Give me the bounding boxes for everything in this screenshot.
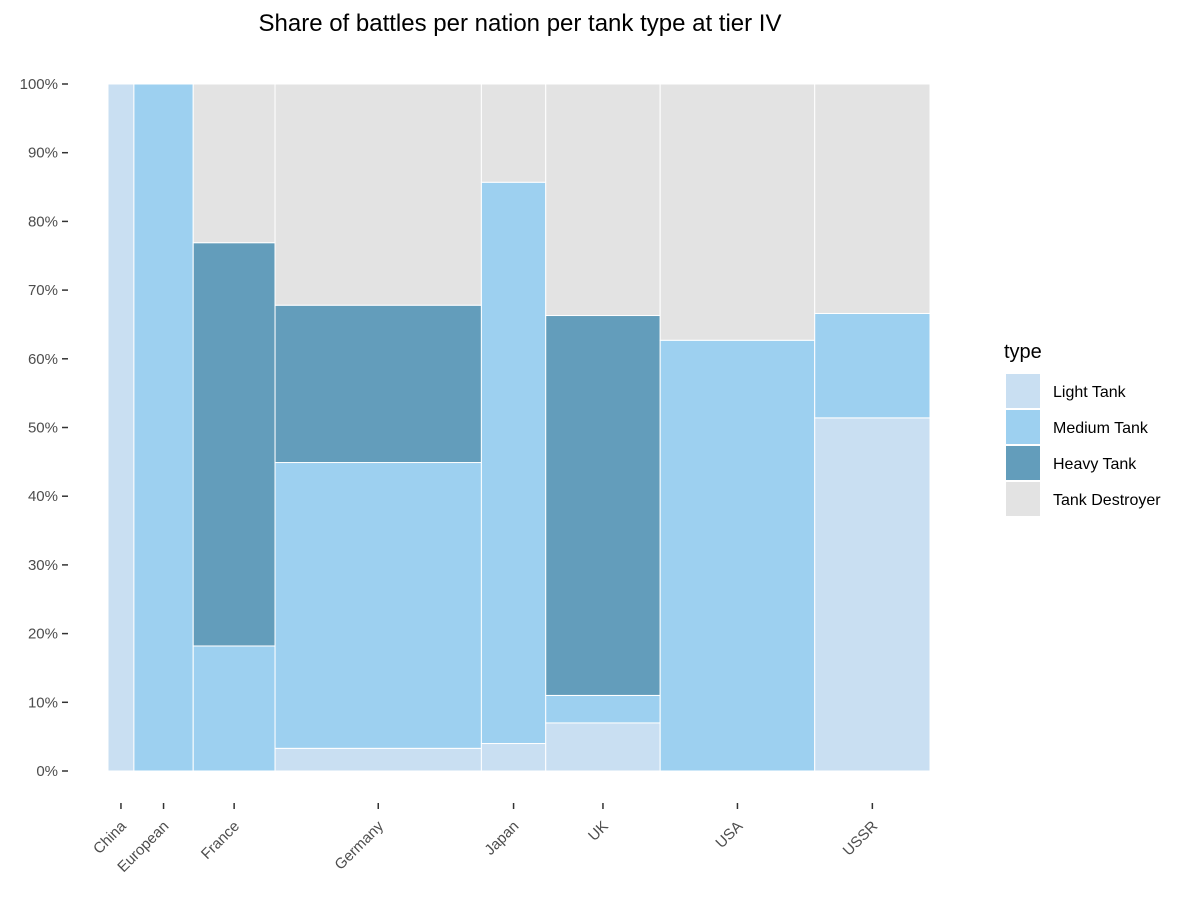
legend-key xyxy=(1006,446,1040,480)
y-tick-label: 30% xyxy=(28,557,58,574)
x-tick-label: UK xyxy=(585,818,612,845)
legend-label: Medium Tank xyxy=(1053,420,1149,437)
bar-segment xyxy=(659,339,816,772)
bar-segment xyxy=(480,743,547,772)
chart-title: Share of battles per nation per tank typ… xyxy=(258,10,782,37)
y-tick-label: 70% xyxy=(28,282,58,299)
x-tick-label: France xyxy=(198,818,243,863)
y-tick-label: 60% xyxy=(28,351,58,368)
bar-segment xyxy=(107,83,135,772)
legend-title: type xyxy=(1004,341,1042,363)
y-tick-label: 20% xyxy=(28,626,58,643)
y-tick-label: 40% xyxy=(28,488,58,505)
bar-segment xyxy=(545,315,661,696)
bar-segment xyxy=(814,83,931,314)
bar-segment xyxy=(274,462,482,749)
legend-key xyxy=(1006,410,1040,444)
x-tick-label: Germany xyxy=(331,817,387,873)
bar-segment xyxy=(192,645,276,772)
legend-key xyxy=(1006,374,1040,408)
bar-segment xyxy=(659,83,816,341)
bar-segment xyxy=(480,181,547,745)
legend-label: Light Tank xyxy=(1053,384,1127,401)
bar-segment xyxy=(274,83,482,306)
legend-label: Tank Destroyer xyxy=(1053,492,1161,509)
bar-segment xyxy=(192,242,276,647)
y-tick-label: 10% xyxy=(28,694,58,711)
y-tick-label: 90% xyxy=(28,145,58,162)
y-tick-label: 0% xyxy=(36,763,58,780)
bar-segment xyxy=(545,694,661,724)
bar-segment xyxy=(192,83,276,244)
x-tick-label: USA xyxy=(712,818,746,852)
bar-segment xyxy=(545,83,661,317)
y-tick-label: 50% xyxy=(28,420,58,437)
legend-key xyxy=(1006,482,1040,516)
y-tick-label: 100% xyxy=(20,76,58,93)
legend-label: Heavy Tank xyxy=(1053,456,1137,473)
bar-segment xyxy=(133,83,194,772)
x-tick-label: USSR xyxy=(840,818,882,860)
bar-segment xyxy=(545,722,661,772)
bar-segment xyxy=(274,304,482,464)
bar-segment xyxy=(814,312,931,419)
bar-segment xyxy=(480,83,547,183)
y-tick-label: 80% xyxy=(28,213,58,230)
x-tick-label: China xyxy=(90,817,130,857)
bar-segment xyxy=(274,747,482,772)
bar-segment xyxy=(814,417,931,772)
x-tick-label: Japan xyxy=(481,818,522,859)
